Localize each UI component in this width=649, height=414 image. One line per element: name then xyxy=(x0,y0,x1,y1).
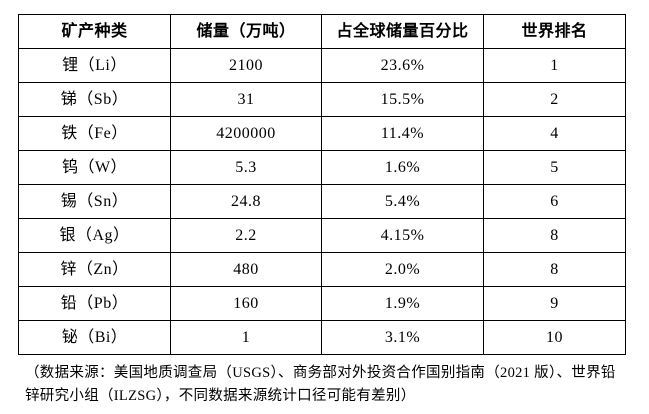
data-source-footnote: （数据来源：美国地质调查局（USGS）、商务部对外投资合作国别指南（2021 版… xyxy=(25,365,616,404)
cell-percentage: 4.15% xyxy=(321,218,484,253)
table-header-row: 矿产种类 储量（万吨） 占全球储量百分比 世界排名 xyxy=(18,14,626,49)
table-row: 锡（Sn） 24.8 5.4% 6 xyxy=(18,184,626,219)
mineral-reserves-table: 矿产种类 储量（万吨） 占全球储量百分比 世界排名 锂（Li） 2100 23.… xyxy=(18,14,626,355)
cell-percentage: 1.6% xyxy=(321,150,484,185)
cell-rank: 2 xyxy=(483,82,626,117)
cell-rank: 8 xyxy=(483,218,626,253)
cell-reserves: 160 xyxy=(170,286,322,321)
cell-reserves: 1 xyxy=(170,320,322,355)
cell-reserves: 31 xyxy=(170,82,322,117)
cell-rank: 9 xyxy=(483,286,626,321)
table-row: 钨（W） 5.3 1.6% 5 xyxy=(18,150,626,185)
cell-rank: 6 xyxy=(483,184,626,219)
cell-reserves: 480 xyxy=(170,252,322,287)
cell-reserves: 4200000 xyxy=(170,116,322,151)
cell-mineral: 锑（Sb） xyxy=(18,82,171,117)
cell-mineral: 银（Ag） xyxy=(18,218,171,253)
cell-mineral: 锡（Sn） xyxy=(18,184,171,219)
cell-rank: 8 xyxy=(483,252,626,287)
table-row: 锑（Sb） 31 15.5% 2 xyxy=(18,82,626,117)
cell-mineral: 铁（Fe） xyxy=(18,116,171,151)
cell-mineral: 铋（Bi） xyxy=(18,320,171,355)
column-header-global-share: 占全球储量百分比 xyxy=(321,14,484,49)
cell-percentage: 2.0% xyxy=(321,252,484,287)
table-row: 锂（Li） 2100 23.6% 1 xyxy=(18,48,626,83)
cell-percentage: 1.9% xyxy=(321,286,484,321)
cell-percentage: 5.4% xyxy=(321,184,484,219)
cell-mineral: 锌（Zn） xyxy=(18,252,171,287)
table-row: 铁（Fe） 4200000 11.4% 4 xyxy=(18,116,626,151)
cell-mineral: 锂（Li） xyxy=(18,48,171,83)
cell-rank: 1 xyxy=(483,48,626,83)
column-header-world-rank: 世界排名 xyxy=(483,14,626,49)
cell-percentage: 3.1% xyxy=(321,320,484,355)
cell-percentage: 11.4% xyxy=(321,116,484,151)
cell-reserves: 2.2 xyxy=(170,218,322,253)
column-header-mineral-type: 矿产种类 xyxy=(18,14,171,49)
cell-mineral: 铅（Pb） xyxy=(18,286,171,321)
cell-rank: 10 xyxy=(483,320,626,355)
cell-mineral: 钨（W） xyxy=(18,150,171,185)
column-header-reserves: 储量（万吨） xyxy=(170,14,322,49)
table-row: 锌（Zn） 480 2.0% 8 xyxy=(18,252,626,287)
cell-percentage: 23.6% xyxy=(321,48,484,83)
table-row: 铋（Bi） 1 3.1% 10 xyxy=(18,320,626,355)
cell-reserves: 2100 xyxy=(170,48,322,83)
cell-percentage: 15.5% xyxy=(321,82,484,117)
cell-rank: 5 xyxy=(483,150,626,185)
cell-reserves: 24.8 xyxy=(170,184,322,219)
table-row: 铅（Pb） 160 1.9% 9 xyxy=(18,286,626,321)
table-row: 银（Ag） 2.2 4.15% 8 xyxy=(18,218,626,253)
cell-reserves: 5.3 xyxy=(170,150,322,185)
cell-rank: 4 xyxy=(483,116,626,151)
